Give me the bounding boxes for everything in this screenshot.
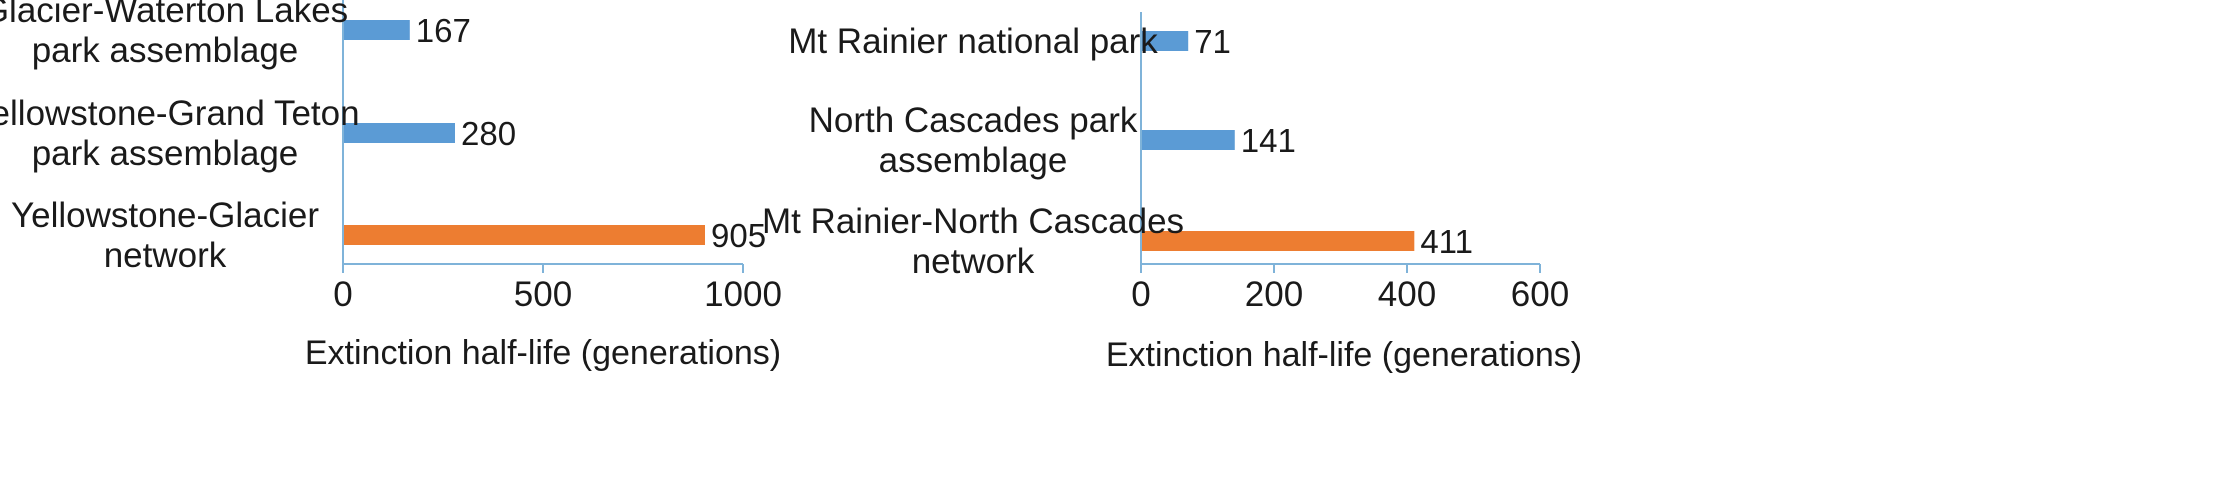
category-label: Yellowstone-Grand Teton [0,94,360,133]
category-label: assemblage [879,141,1068,180]
x-tick-label: 0 [333,275,352,314]
bar [344,123,455,143]
category-label: Yellowstone-Glacier [11,196,319,235]
category-label: park assemblage [32,134,299,173]
x-tick-label: 0 [1131,275,1150,314]
bar [1142,31,1189,51]
x-tick-label: 400 [1378,275,1436,314]
category-label: network [912,242,1035,281]
x-tick-label: 1000 [704,275,782,314]
category-label: Glacier-Waterton Lakes [0,0,348,30]
bar-value-label: 71 [1194,23,1231,60]
bar-value-label: 167 [416,12,471,49]
bar-value-label: 905 [711,217,766,254]
bar-value-label: 141 [1241,122,1296,159]
category-label: Mt Rainier-North Cascades [762,202,1184,241]
category-label: Mt Rainier national park [788,22,1158,61]
bar [1142,231,1415,251]
x-axis-title: Extinction half-life (generations) [1106,336,1582,374]
bar [1142,130,1235,150]
bar-value-label: 411 [1420,223,1473,260]
x-tick-label: 500 [514,275,572,314]
category-label: network [104,236,227,275]
x-tick-label: 200 [1245,275,1303,314]
bar [344,225,705,245]
category-label: park assemblage [32,31,299,70]
bar [344,20,410,40]
bar-value-label: 280 [461,115,516,152]
category-label: North Cascades park [809,101,1138,140]
x-tick-label: 600 [1511,275,1569,314]
x-axis-title: Extinction half-life (generations) [305,334,781,372]
